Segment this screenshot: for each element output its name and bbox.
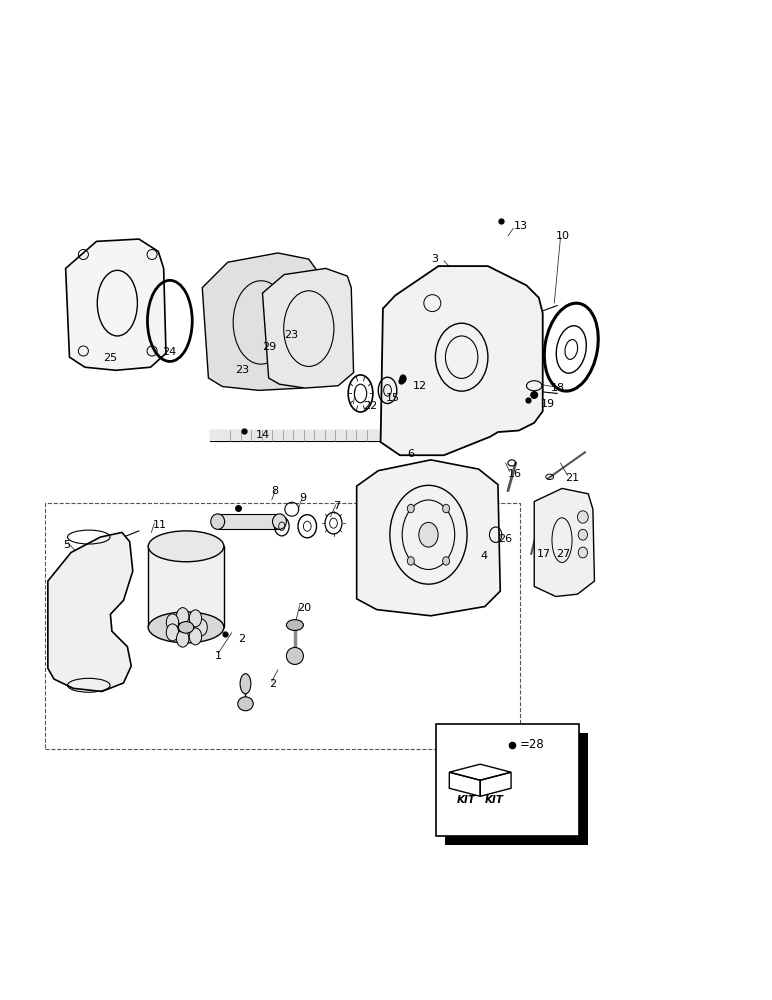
Polygon shape [357,460,500,616]
Text: 10: 10 [556,231,570,241]
Text: 1: 1 [215,651,222,661]
Text: 23: 23 [284,330,298,340]
Text: KIT: KIT [457,795,476,805]
Ellipse shape [286,647,303,664]
Bar [148,546,224,627]
Text: 3: 3 [431,254,438,264]
Polygon shape [66,239,166,370]
Polygon shape [381,266,543,455]
Text: 17: 17 [537,549,550,559]
Polygon shape [48,532,133,691]
Text: 16: 16 [508,469,522,479]
Text: 6: 6 [408,449,415,459]
Ellipse shape [286,620,303,630]
Text: 7: 7 [334,501,340,511]
Text: 14: 14 [256,430,270,440]
Text: 27: 27 [556,549,570,559]
Ellipse shape [408,557,415,565]
Text: 8: 8 [272,486,279,496]
Ellipse shape [189,610,201,627]
Text: 5: 5 [63,540,70,550]
Ellipse shape [148,612,224,643]
Ellipse shape [195,619,208,636]
Polygon shape [262,268,354,388]
Ellipse shape [166,624,178,641]
Bar [436,724,579,836]
Text: 4: 4 [480,551,487,561]
Text: 26: 26 [498,534,512,544]
Text: 15: 15 [386,393,400,403]
Text: 23: 23 [235,365,249,375]
Text: 19: 19 [540,399,554,409]
Bar [218,514,279,529]
Ellipse shape [442,557,449,565]
Text: 9: 9 [300,493,306,503]
Ellipse shape [530,392,537,398]
Polygon shape [202,253,320,390]
Ellipse shape [578,529,587,540]
Text: 24: 24 [162,347,176,357]
Polygon shape [534,488,594,596]
Ellipse shape [177,630,189,647]
Ellipse shape [408,504,415,513]
Ellipse shape [400,375,406,383]
Text: 2: 2 [238,634,245,644]
Ellipse shape [578,547,587,558]
Text: 20: 20 [297,603,311,613]
Ellipse shape [442,504,449,513]
Ellipse shape [178,622,194,633]
Bar [445,733,588,845]
Ellipse shape [273,514,286,529]
Ellipse shape [418,522,438,547]
Ellipse shape [148,531,224,562]
Ellipse shape [166,614,178,631]
Bar [210,430,381,441]
Ellipse shape [577,511,588,523]
Text: 12: 12 [413,381,427,391]
Text: =28: =28 [520,738,544,751]
Text: 29: 29 [262,342,276,352]
Text: 25: 25 [103,353,117,363]
Text: 21: 21 [565,473,579,483]
Text: 2: 2 [269,679,276,689]
Text: 13: 13 [513,221,527,231]
Ellipse shape [240,674,251,694]
Text: 22: 22 [363,401,377,411]
Ellipse shape [238,697,253,711]
Ellipse shape [177,608,189,625]
Ellipse shape [189,628,201,645]
Text: 11: 11 [153,520,167,530]
Text: KIT: KIT [485,795,503,805]
Bar [45,503,520,749]
Ellipse shape [211,514,225,529]
Text: 18: 18 [551,383,565,393]
